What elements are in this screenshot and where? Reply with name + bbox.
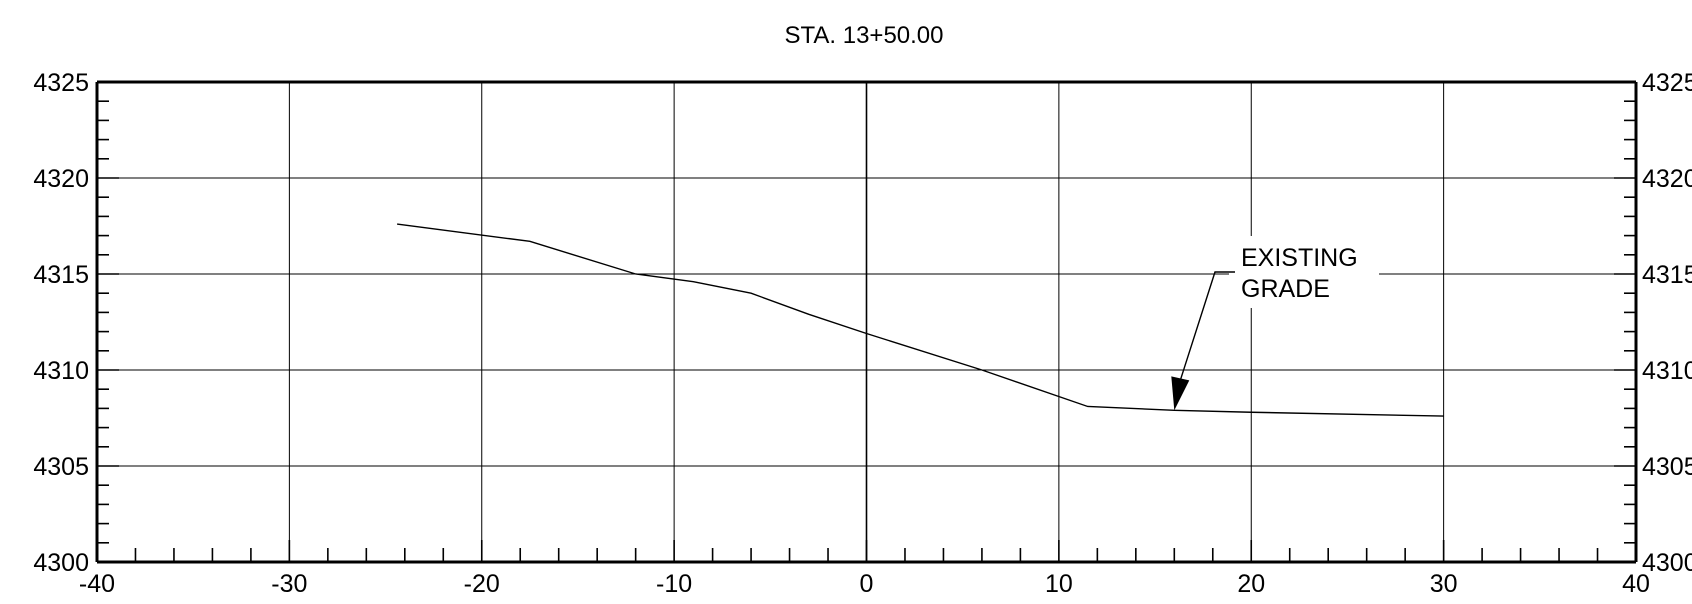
- y-tick-label-left: 4325: [33, 69, 89, 97]
- x-tick-label: 30: [1430, 570, 1458, 598]
- y-tick-label-left: 4310: [33, 357, 89, 385]
- minor-tick-marks: [97, 100, 1636, 562]
- x-tick-label: -20: [464, 570, 500, 598]
- existing-grade-annotation: EXISTING GRADE: [1171, 236, 1379, 411]
- y-tick-label-right: 4325: [1642, 69, 1692, 97]
- x-tick-label: -40: [79, 570, 115, 598]
- x-tick-label: -30: [271, 570, 307, 598]
- y-tick-label-left: 4315: [33, 261, 89, 289]
- grid-lines: [97, 82, 1636, 562]
- x-tick-label: -10: [656, 570, 692, 598]
- chart-title: STA. 13+50.00: [785, 22, 944, 49]
- x-tick-label: 10: [1045, 570, 1073, 598]
- plot-frame: [95, 80, 1638, 564]
- annotation-leader-line: [1179, 271, 1235, 381]
- y-tick-label-right: 4310: [1642, 357, 1692, 385]
- annotation-arrowhead: [1171, 376, 1190, 411]
- annotation-label-background: [1229, 236, 1379, 308]
- y-tick-label-left: 4320: [33, 165, 89, 193]
- y-tick-label-right: 4315: [1642, 261, 1692, 289]
- y-tick-label-right: 4320: [1642, 165, 1692, 193]
- x-tick-label: 40: [1622, 570, 1650, 598]
- existing-grade-series: [397, 223, 1444, 417]
- y-tick-label-right: 4300: [1642, 549, 1692, 577]
- annotation-label-line: GRADE: [1241, 275, 1330, 303]
- annotation-label-line: EXISTING: [1241, 244, 1358, 272]
- y-tick-label-left: 4305: [33, 453, 89, 481]
- existing-grade-line: [397, 223, 1444, 417]
- y-tick-label-right: 4305: [1642, 453, 1692, 481]
- y-tick-labels-right: 4300 4305 4310 4315 4320 4325: [1642, 69, 1692, 577]
- y-tick-labels-left: 4300 4305 4310 4315 4320 4325: [33, 69, 89, 577]
- y-tick-label-left: 4300: [33, 549, 89, 577]
- x-tick-label: 0: [860, 570, 874, 598]
- x-tick-labels: -40 -30 -20 -10 0 10 20 30 40: [79, 570, 1650, 598]
- x-tick-label: 20: [1237, 570, 1265, 598]
